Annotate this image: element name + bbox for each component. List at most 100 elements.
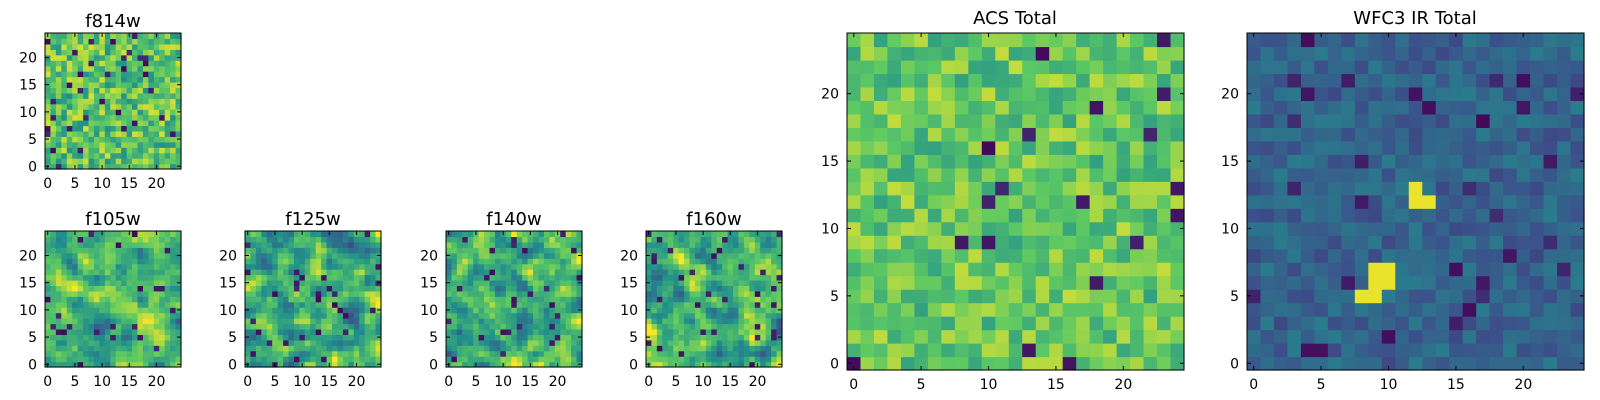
heatmap-cell — [261, 296, 268, 303]
heatmap-cell — [348, 301, 355, 308]
heatmap-cell — [484, 350, 491, 357]
heatmap-cell — [1435, 356, 1450, 371]
heatmap-cell — [549, 258, 556, 265]
heatmap-cell — [337, 252, 344, 259]
heatmap-cell — [310, 350, 317, 357]
heatmap-cell — [99, 92, 106, 99]
heatmap-cell — [684, 258, 691, 265]
heatmap-cell — [705, 356, 712, 363]
heatmap-cell — [1354, 343, 1369, 358]
heatmap-cell — [694, 231, 701, 238]
heatmap-cell — [1462, 208, 1477, 223]
x-tick-label: 5 — [1317, 377, 1326, 393]
y-tick-label: 0 — [830, 356, 839, 372]
heatmap-cell — [1327, 127, 1342, 142]
heatmap-cell — [321, 323, 328, 330]
heatmap-cell — [175, 92, 182, 99]
heatmap-cell — [760, 263, 767, 270]
heatmap-cell — [1035, 221, 1050, 236]
heatmap-cell — [1381, 235, 1396, 250]
heatmap-cell — [126, 285, 133, 292]
heatmap-cell — [55, 114, 62, 121]
heatmap-cell — [1327, 275, 1342, 290]
heatmap-cell — [1062, 235, 1077, 250]
heatmap-cell — [321, 350, 328, 357]
heatmap-cell — [1247, 208, 1262, 223]
heatmap-cell — [1103, 113, 1118, 128]
heatmap-cell — [1287, 154, 1302, 169]
heatmap-cell — [776, 328, 783, 335]
heatmap-cell — [995, 221, 1010, 236]
heatmap-cell — [1368, 86, 1383, 101]
heatmap-cell — [1462, 343, 1477, 358]
heatmap-cell — [662, 356, 669, 363]
heatmap-cell — [667, 274, 674, 281]
heatmap-cell — [293, 258, 300, 265]
heatmap-cell — [83, 350, 90, 357]
heatmap-cell — [900, 329, 915, 344]
heatmap-cell — [914, 167, 929, 182]
heatmap-cell — [266, 258, 273, 265]
heatmap-cell — [277, 285, 284, 292]
heatmap-cell — [321, 269, 328, 276]
heatmap-cell — [137, 361, 144, 368]
heatmap-cell — [72, 258, 79, 265]
heatmap-cell — [315, 301, 322, 308]
heatmap-cell — [55, 361, 62, 368]
heatmap-cell — [115, 350, 122, 357]
x-tick-label: 20 — [1514, 377, 1532, 393]
heatmap-cell — [250, 269, 257, 276]
heatmap-cell — [860, 167, 875, 182]
heatmap-cell — [771, 269, 778, 276]
heatmap-cell — [981, 275, 996, 290]
heatmap-cell — [927, 356, 942, 371]
heatmap-cell — [277, 269, 284, 276]
heatmap-cell — [1300, 154, 1315, 169]
heatmap-cell — [651, 279, 658, 286]
heatmap-cell — [1327, 73, 1342, 88]
heatmap-cell — [995, 113, 1010, 128]
heatmap-cell — [266, 285, 273, 292]
heatmap-cell — [505, 296, 512, 303]
heatmap-cell — [315, 290, 322, 297]
heatmap-cell — [99, 247, 106, 254]
heatmap-cell — [142, 345, 149, 352]
y-tick-label: 20 — [219, 248, 237, 264]
heatmap-cell — [370, 307, 377, 314]
heatmap-cell — [104, 76, 111, 83]
heatmap-cell — [494, 301, 501, 308]
heatmap-cell — [50, 49, 57, 56]
heatmap-cell — [511, 263, 518, 270]
heatmap-cell — [348, 279, 355, 286]
heatmap-cell — [527, 290, 534, 297]
heatmap-cell — [137, 43, 144, 50]
heatmap-cell — [104, 43, 111, 50]
heatmap-cell — [293, 241, 300, 248]
heatmap-cell — [353, 334, 360, 341]
y-tick-label: 0 — [28, 357, 37, 373]
heatmap-cell — [1543, 208, 1558, 223]
heatmap-cell — [462, 356, 469, 363]
heatmap-cell — [272, 334, 279, 341]
heatmap-cell — [66, 87, 73, 94]
heatmap-cell — [99, 120, 106, 127]
heatmap-cell — [1516, 194, 1531, 209]
heatmap-cell — [705, 290, 712, 297]
heatmap-cell — [375, 258, 382, 265]
heatmap-cell — [1130, 329, 1145, 344]
heatmap-cell — [954, 262, 969, 277]
heatmap-cell — [1076, 248, 1091, 263]
heatmap-cell — [505, 279, 512, 286]
heatmap-cell — [527, 307, 534, 314]
heatmap-cell — [110, 147, 117, 154]
heatmap-cell — [1008, 181, 1023, 196]
heatmap-cell — [1157, 167, 1172, 182]
heatmap-cell — [1368, 140, 1383, 155]
heatmap-cell — [1503, 221, 1518, 236]
heatmap-cell — [115, 258, 122, 265]
heatmap-cell — [860, 113, 875, 128]
heatmap-cell — [159, 345, 166, 352]
heatmap-cell — [293, 279, 300, 286]
heatmap-cell — [543, 356, 550, 363]
heatmap-cell — [941, 221, 956, 236]
